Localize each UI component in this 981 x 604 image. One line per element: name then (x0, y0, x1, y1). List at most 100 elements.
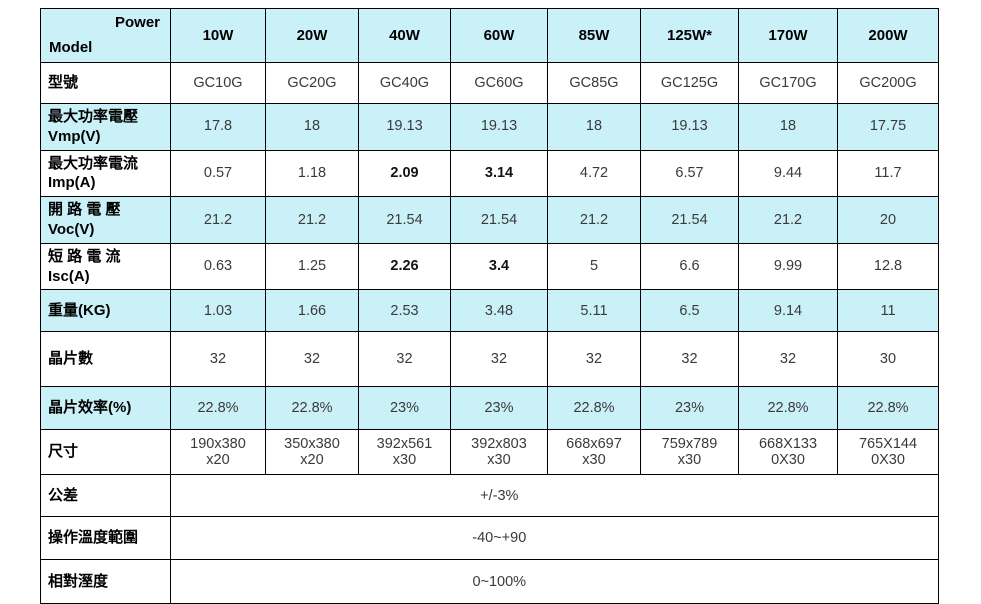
spec-value: GC85G (547, 62, 641, 104)
spec-value: 6.6 (640, 242, 739, 291)
row-label: 開 路 電 壓 Voc(V) (40, 196, 171, 244)
spec-value: 9.44 (738, 149, 838, 198)
column-header-40w: 40W (358, 8, 451, 63)
spec-value: 5 (547, 242, 641, 291)
merged-cell: 0~100% (170, 559, 939, 604)
merged-cell: +/-3% (170, 474, 939, 518)
row-label: 重量(KG) (40, 289, 171, 333)
spec-value: 20 (837, 196, 939, 244)
row-label: 最大功率電流 Imp(A) (40, 149, 171, 198)
spec-value: 9.99 (738, 242, 838, 291)
column-header-170w: 170W (738, 8, 838, 63)
table-row: 最大功率電壓 Vmp(V) 17.8 18 19.13 19.13 18 19.… (40, 103, 939, 151)
spec-value: 22.8% (738, 386, 838, 431)
row-label: 尺寸 (40, 429, 171, 476)
table-row-tolerance: 公差 +/-3% (40, 474, 939, 518)
spec-value: 32 (450, 331, 548, 388)
spec-value: 21.54 (640, 196, 739, 244)
merged-cell: -40~+90 (170, 516, 939, 561)
row-label: 晶片效率(%) (40, 386, 171, 431)
spec-value: GC200G (837, 62, 939, 104)
spec-table: Power Model 10W 20W 40W 60W 85W 125W* 17… (40, 8, 939, 604)
spec-value: 21.54 (358, 196, 451, 244)
merged-value: +/-3% (480, 487, 519, 504)
spec-value: 23% (358, 386, 451, 431)
spec-value: 12.8 (837, 242, 939, 291)
spec-value: 668X133 0X30 (738, 429, 838, 476)
spec-value: 22.8% (170, 386, 266, 431)
spec-value: 11.7 (837, 149, 939, 198)
spec-value: 23% (450, 386, 548, 431)
spec-value: 3.4 (450, 242, 548, 291)
spec-value: 6.5 (640, 289, 739, 333)
spec-value: 23% (640, 386, 739, 431)
table-row: 最大功率電流 Imp(A) 0.57 1.18 2.09 3.14 4.72 6… (40, 149, 939, 198)
spec-value: 17.75 (837, 103, 939, 151)
table-row: 晶片效率(%) 22.8% 22.8% 23% 23% 22.8% 23% 22… (40, 386, 939, 431)
column-header-60w: 60W (450, 8, 548, 63)
spec-value: 19.13 (450, 103, 548, 151)
spec-value: 19.13 (640, 103, 739, 151)
spec-value: 0.57 (170, 149, 266, 198)
table-row: 晶片數 32 32 32 32 32 32 32 30 (40, 331, 939, 388)
spec-value: 2.09 (358, 149, 451, 198)
spec-value: 0.63 (170, 242, 266, 291)
row-label: 短 路 電 流 Isc(A) (40, 242, 171, 291)
table-row: 型號 GC10G GC20G GC40G GC60G GC85G GC125G … (40, 62, 939, 104)
column-header-125w: 125W* (640, 8, 739, 63)
table-row-relative-humidity: 相對溼度 0~100% (40, 559, 939, 604)
spec-value: GC10G (170, 62, 266, 104)
spec-value: 350x380 x20 (265, 429, 359, 476)
spec-value: 6.57 (640, 149, 739, 198)
spec-value: 3.48 (450, 289, 548, 333)
table-row: 開 路 電 壓 Voc(V) 21.2 21.2 21.54 21.54 21.… (40, 196, 939, 244)
merged-value: -40~+90 (472, 530, 527, 547)
spec-value: 17.8 (170, 103, 266, 151)
spec-value: 765X144 0X30 (837, 429, 939, 476)
spec-value: 18 (265, 103, 359, 151)
spec-value: 668x697 x30 (547, 429, 641, 476)
row-label: 型號 (40, 62, 171, 104)
spec-value: 392x561 x30 (358, 429, 451, 476)
spec-value: 392x803 x30 (450, 429, 548, 476)
spec-value: 32 (640, 331, 739, 388)
header-row: Power Model 10W 20W 40W 60W 85W 125W* 17… (40, 8, 939, 63)
spec-value: 22.8% (547, 386, 641, 431)
spec-value: 9.14 (738, 289, 838, 333)
spec-value: GC40G (358, 62, 451, 104)
table-row: 短 路 電 流 Isc(A) 0.63 1.25 2.26 3.4 5 6.6 … (40, 242, 939, 291)
spec-value: 2.26 (358, 242, 451, 291)
spec-value: 30 (837, 331, 939, 388)
spec-value: 4.72 (547, 149, 641, 198)
column-header-85w: 85W (547, 8, 641, 63)
spec-value: 21.2 (265, 196, 359, 244)
spec-value: 22.8% (265, 386, 359, 431)
spec-value: 190x380 x20 (170, 429, 266, 476)
spec-value: GC170G (738, 62, 838, 104)
row-label: 操作溫度範圍 (40, 516, 171, 561)
spec-value: 5.11 (547, 289, 641, 333)
power-axis-label: Power (114, 14, 160, 31)
column-header-10w: 10W (170, 8, 266, 63)
spec-value: 18 (547, 103, 641, 151)
spec-value: GC20G (265, 62, 359, 104)
spec-value: 21.2 (738, 196, 838, 244)
spec-value: 1.03 (170, 289, 266, 333)
table-row: 重量(KG) 1.03 1.66 2.53 3.48 5.11 6.5 9.14… (40, 289, 939, 333)
spec-value: 759x789 x30 (640, 429, 739, 476)
table-row-operating-temperature: 操作溫度範圍 -40~+90 (40, 516, 939, 561)
spec-value: 19.13 (358, 103, 451, 151)
row-label: 最大功率電壓 Vmp(V) (40, 103, 171, 151)
row-label: 晶片數 (40, 331, 171, 388)
spec-value: 1.25 (265, 242, 359, 291)
spec-value: 1.18 (265, 149, 359, 198)
spec-value: 11 (837, 289, 939, 333)
spec-value: 21.2 (170, 196, 266, 244)
spec-value: 2.53 (358, 289, 451, 333)
spec-value: 21.54 (450, 196, 548, 244)
table-row: 尺寸 190x380 x20 350x380 x20 392x561 x30 3… (40, 429, 939, 476)
merged-value: 0~100% (472, 573, 527, 590)
spec-value: 32 (738, 331, 838, 388)
spec-value: 18 (738, 103, 838, 151)
row-label: 公差 (40, 474, 171, 518)
